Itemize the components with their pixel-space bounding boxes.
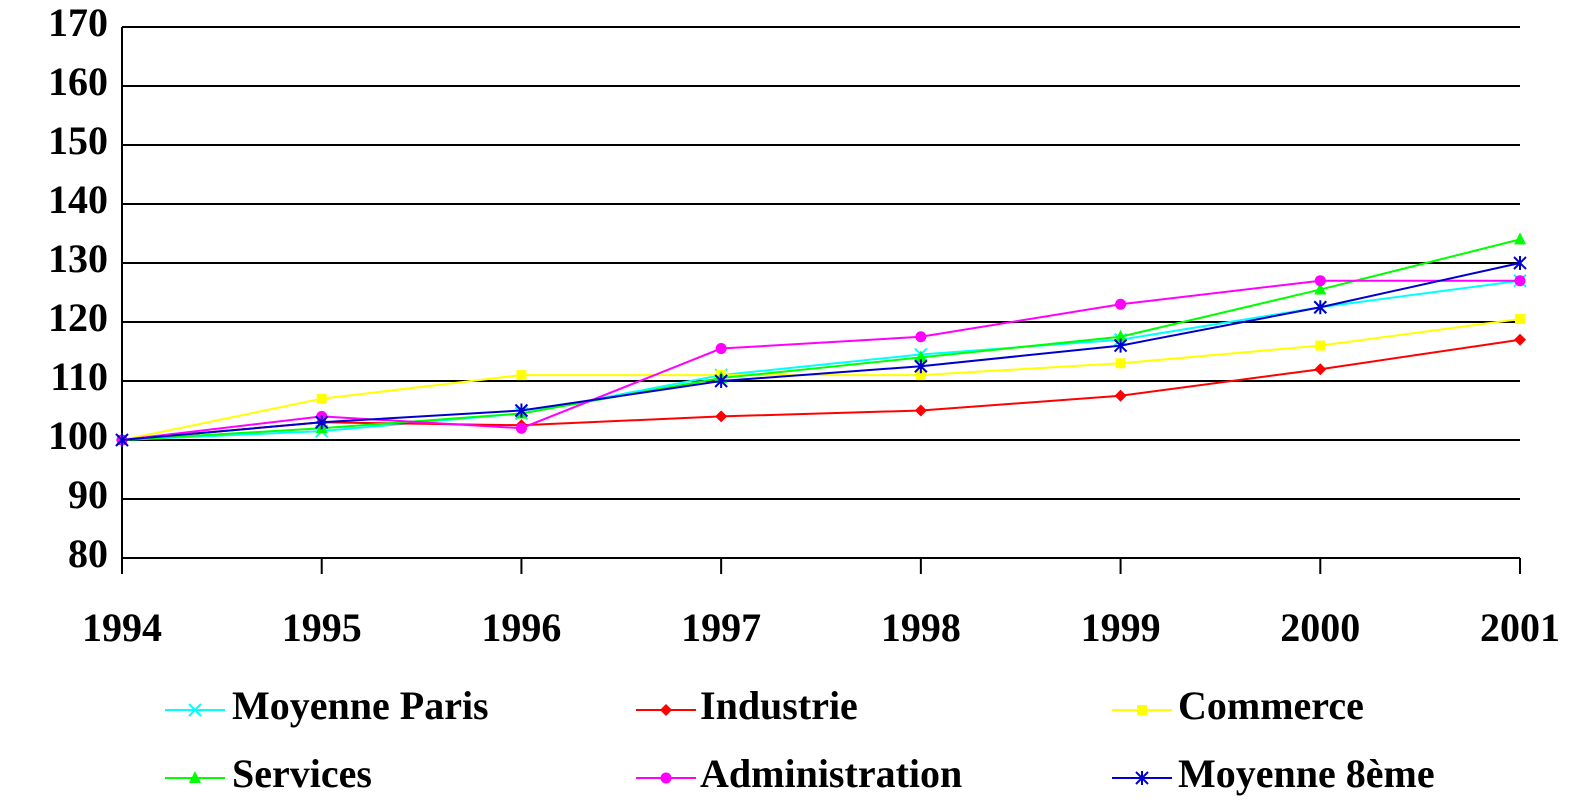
point bbox=[1514, 275, 1526, 287]
legend-marker bbox=[660, 772, 672, 784]
point bbox=[1314, 282, 1327, 295]
point bbox=[1515, 314, 1525, 325]
x-tick-label: 1994 bbox=[82, 605, 162, 650]
point bbox=[1513, 256, 1527, 270]
series-line bbox=[121, 238, 1521, 441]
point bbox=[714, 374, 728, 388]
point bbox=[115, 433, 129, 447]
point bbox=[315, 415, 329, 430]
point bbox=[316, 393, 327, 404]
x-tick-label: 2000 bbox=[1280, 605, 1360, 650]
x-tick-label: 1999 bbox=[1081, 605, 1161, 650]
point bbox=[1314, 363, 1327, 376]
legend-marker bbox=[1135, 771, 1149, 785]
y-tick-label: 80 bbox=[68, 531, 108, 576]
point bbox=[1115, 358, 1126, 369]
legend-label: Services bbox=[232, 751, 372, 796]
legend-marker bbox=[660, 704, 672, 716]
y-tick-label: 160 bbox=[48, 59, 108, 104]
series-line bbox=[121, 279, 1520, 441]
point bbox=[914, 359, 928, 374]
point bbox=[1314, 275, 1326, 287]
point bbox=[914, 350, 927, 363]
x-tick-label: 2001 bbox=[1480, 605, 1560, 650]
legend-marker bbox=[188, 703, 202, 717]
x-tick-label: 1997 bbox=[681, 605, 761, 650]
point bbox=[1115, 298, 1127, 310]
x-tick-label: 1995 bbox=[282, 605, 362, 650]
y-tick-label: 120 bbox=[48, 295, 108, 340]
legend-marker bbox=[189, 771, 201, 783]
legend-label: Commerce bbox=[1178, 683, 1364, 728]
point bbox=[915, 331, 927, 343]
y-tick-label: 110 bbox=[50, 354, 108, 399]
series-line bbox=[121, 262, 1521, 441]
point bbox=[915, 370, 926, 381]
point bbox=[514, 403, 529, 418]
legend-marker bbox=[1137, 705, 1147, 715]
point bbox=[516, 370, 527, 381]
point bbox=[1315, 340, 1326, 351]
point bbox=[1113, 338, 1128, 353]
y-tick-label: 130 bbox=[48, 236, 108, 281]
y-tick-label: 90 bbox=[68, 472, 108, 517]
point bbox=[914, 404, 927, 417]
point bbox=[1514, 232, 1526, 245]
x-tick-label: 1998 bbox=[881, 605, 961, 650]
legend-label: Moyenne 8ème bbox=[1178, 751, 1435, 796]
point bbox=[715, 343, 727, 355]
point bbox=[1514, 333, 1526, 346]
x-tick-label: 1996 bbox=[481, 605, 561, 650]
point bbox=[1313, 300, 1327, 315]
y-tick-label: 100 bbox=[48, 413, 108, 458]
legend-label: Moyenne Paris bbox=[232, 683, 489, 728]
series-line bbox=[121, 318, 1521, 441]
y-tick-label: 170 bbox=[48, 0, 108, 45]
y-tick-label: 140 bbox=[48, 177, 108, 222]
point bbox=[1114, 329, 1127, 342]
y-tick-label: 150 bbox=[48, 118, 108, 163]
legend-label: Administration bbox=[700, 751, 962, 796]
point bbox=[515, 422, 527, 434]
point bbox=[1114, 389, 1127, 402]
legend-label: Industrie bbox=[700, 683, 858, 728]
series-line bbox=[121, 338, 1521, 441]
point bbox=[715, 410, 728, 423]
